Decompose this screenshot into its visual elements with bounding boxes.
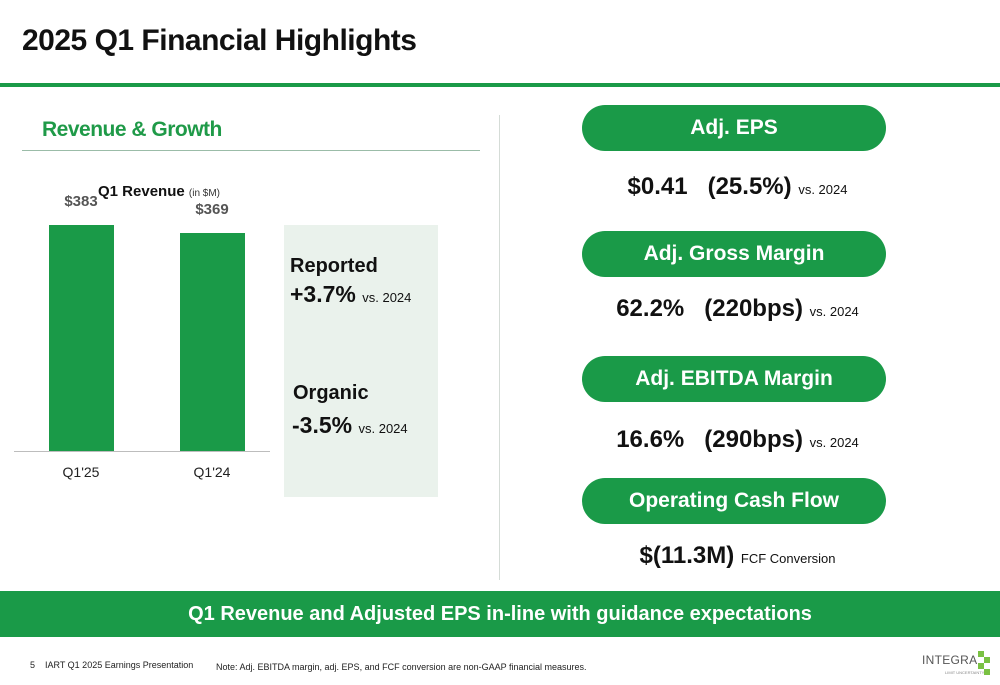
logo-mark-icon <box>978 651 990 675</box>
adj-gross-margin-pill: Adj. Gross Margin <box>582 231 886 277</box>
fcf-conversion-label: FCF Conversion <box>740 551 836 566</box>
adj-ebitda-margin-pill: Adj. EBITDA Margin <box>582 356 886 402</box>
adj-ebitda-margin-change: (290bps) <box>704 426 803 453</box>
chart-title-text: Q1 Revenue <box>98 183 185 200</box>
bar-label-q1-24: $369 <box>195 201 229 218</box>
revenue-chart: Q1 Revenue (in $M) $383 $369 Q1'25 Q1'24 <box>0 170 290 500</box>
adj-ebitda-margin-vs: vs. 2024 <box>809 435 859 450</box>
page-number: 5 <box>30 660 36 670</box>
operating-cash-flow-value: $(11.3M) <box>639 542 735 569</box>
operating-cash-flow-metric: $(11.3M) FCF Conversion <box>500 542 975 570</box>
organic-label: Organic <box>293 382 369 404</box>
key-takeaway-banner: Q1 Revenue and Adjusted EPS in-line with… <box>0 591 1000 637</box>
adj-gross-margin-metric: 62.2% (220bps) vs. 2024 <box>500 295 975 323</box>
reported-vs: vs. 2024 <box>362 290 412 305</box>
operating-cash-flow-pill: Operating Cash Flow <box>582 478 886 524</box>
bar-q1-25 <box>48 225 114 451</box>
tick-label-q1-24: Q1'24 <box>193 464 231 480</box>
integra-logo: INTEGRA LIMIT UNCERTAINTY <box>922 651 990 679</box>
x-axis <box>14 451 270 452</box>
document-name: IART Q1 2025 Earnings Presentation <box>45 660 194 670</box>
section-divider <box>22 150 480 151</box>
tick-label-q1-25: Q1'25 <box>62 464 100 480</box>
organic-value-line: -3.5% vs. 2024 <box>292 412 408 439</box>
adj-gross-margin-vs: vs. 2024 <box>809 304 859 319</box>
adj-eps-pill: Adj. EPS <box>582 105 886 151</box>
chart-unit: (in $M) <box>188 188 221 199</box>
reported-value: +3.7% <box>290 281 356 307</box>
bar-label-q1-25: $383 <box>64 193 98 210</box>
growth-panel: Reported +3.7% vs. 2024 Organic -3.5% vs… <box>284 225 438 497</box>
chart-title: Q1 Revenue (in $M) <box>98 183 220 200</box>
adj-eps-value: $0.41 <box>627 173 688 200</box>
adj-eps-vs: vs. 2024 <box>798 182 848 197</box>
logo-tagline: LIMIT UNCERTAINTY <box>945 670 985 675</box>
title-divider <box>0 83 1000 87</box>
adj-ebitda-margin-value: 16.6% <box>616 426 685 453</box>
adj-ebitda-margin-metric: 16.6% (290bps) vs. 2024 <box>500 426 975 454</box>
adj-eps-change: (25.5%) <box>707 173 792 200</box>
bar-q1-24 <box>179 233 245 451</box>
organic-value: -3.5% <box>292 412 353 438</box>
logo-wordmark: INTEGRA <box>922 653 978 667</box>
adj-gross-margin-change: (220bps) <box>704 295 803 322</box>
footnote: Note: Adj. EBITDA margin, adj. EPS, and … <box>216 662 587 672</box>
vertical-divider <box>499 115 500 580</box>
section-title: Revenue & Growth <box>42 118 222 141</box>
adj-eps-metric: $0.41 (25.5%) vs. 2024 <box>500 173 975 201</box>
organic-vs: vs. 2024 <box>358 421 408 436</box>
reported-value-line: +3.7% vs. 2024 <box>290 281 411 308</box>
adj-gross-margin-value: 62.2% <box>616 295 685 322</box>
reported-label: Reported <box>290 255 378 277</box>
page-title: 2025 Q1 Financial Highlights <box>22 24 417 57</box>
